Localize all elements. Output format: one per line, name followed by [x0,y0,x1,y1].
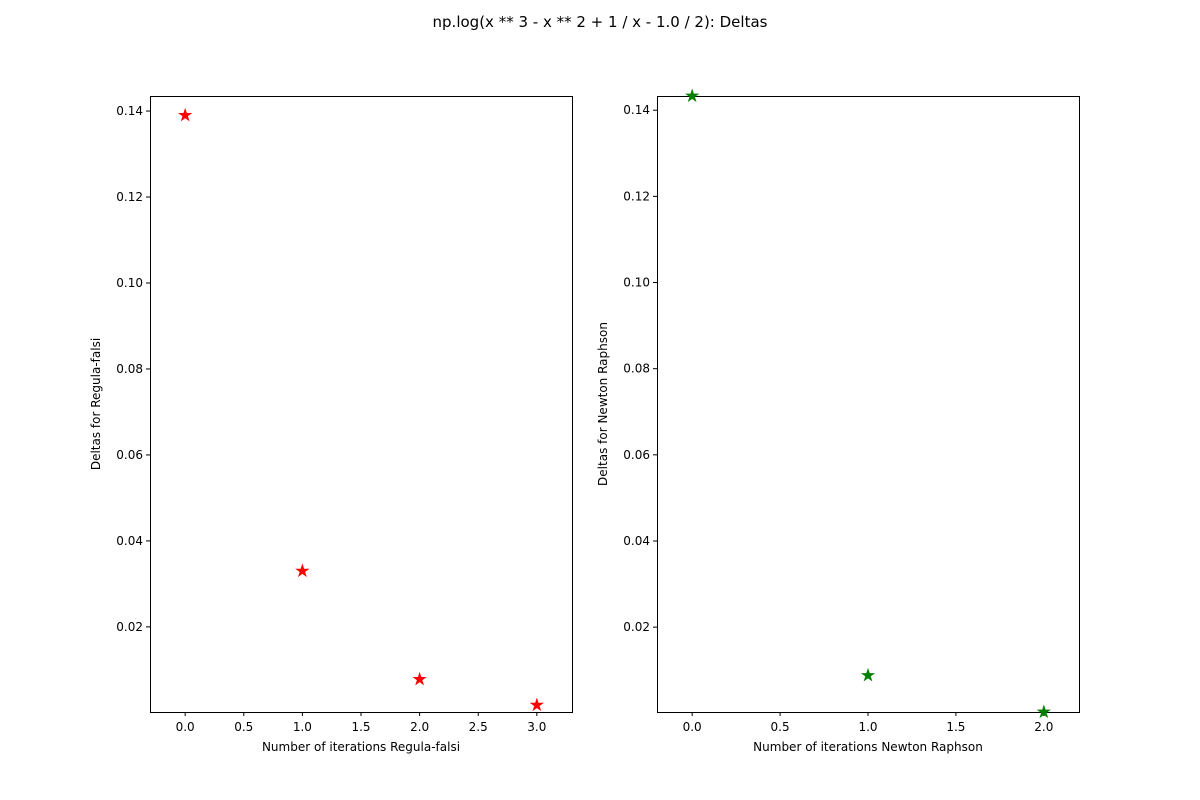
y-tick-label: 0.04 [623,534,650,548]
x-tick-label: 3.0 [527,720,546,734]
y-tick-label: 0.12 [623,189,650,203]
data-point-star [529,697,544,712]
data-point-star [860,667,876,682]
x-ticks: 0.0 0.5 1.0 1.5 2.0 [683,712,1053,734]
y-tick-label: 0.02 [116,620,143,634]
x-tick-label: 1.0 [293,720,312,734]
data-points [178,107,544,712]
y-tick-label: 0.10 [623,276,650,290]
y-tick-label: 0.10 [116,276,143,290]
x-tick-label: 0.0 [176,720,195,734]
y-tick-label: 0.14 [623,103,650,117]
y-tick-label: 0.06 [116,448,143,462]
x-tick-label: 2.0 [410,720,429,734]
y-tick-label: 0.04 [116,534,143,548]
data-points [685,88,1051,719]
subplot-regula-falsi: 0.0 0.5 1.0 1.5 2.0 2.5 3.0 0.020.040.060.080.… [89,96,573,754]
y-tick-label: 0.02 [623,620,650,634]
y-axis-label: Deltas for Regula-falsi [89,338,103,470]
x-axis-label: Number of iterations Newton Raphson [753,740,983,754]
data-point-star [178,107,193,122]
y-tick-label: 0.08 [623,362,650,376]
y-tick-label: 0.12 [116,190,143,204]
x-tick-label: 0.0 [683,720,702,734]
subplot-newton-raphson: 0.0 0.5 1.0 1.5 2.0 0.02 0.04 0.06 0.08 0.10 0.12… [596,88,1080,754]
x-tick-label: 0.5 [771,720,790,734]
x-tick-label: 1.0 [858,720,877,734]
data-point-star [412,671,427,686]
y-tick-label: 0.14 [116,104,143,118]
x-tick-label: 2.0 [1034,720,1053,734]
x-tick-label: 2.5 [469,720,488,734]
y-tick-label: 0.08 [116,362,143,376]
x-ticks: 0.0 0.5 1.0 1.5 2.0 2.5 3.0 [176,712,546,734]
y-axis-label: Deltas for Newton Raphson [596,322,610,486]
x-tick-label: 1.5 [351,720,370,734]
x-axis-label: Number of iterations Regula-falsi [262,740,460,754]
data-point-star [685,88,700,103]
y-tick-label: 0.06 [623,448,650,462]
data-point-star [295,563,310,578]
x-tick-label: 0.5 [234,720,253,734]
figure-suptitle: np.log(x ** 3 - x ** 2 + 1 / x - 1.0 / 2… [433,13,768,31]
data-point-star [1036,704,1051,719]
x-tick-label: 1.5 [946,720,965,734]
y-ticks: 0.02 0.04 0.06 0.08 0.10 0.12 0.14 [623,103,657,634]
y-ticks: 0.02 0.04 0.06 0.08 0.10 0.12 0.14 [116,104,150,634]
